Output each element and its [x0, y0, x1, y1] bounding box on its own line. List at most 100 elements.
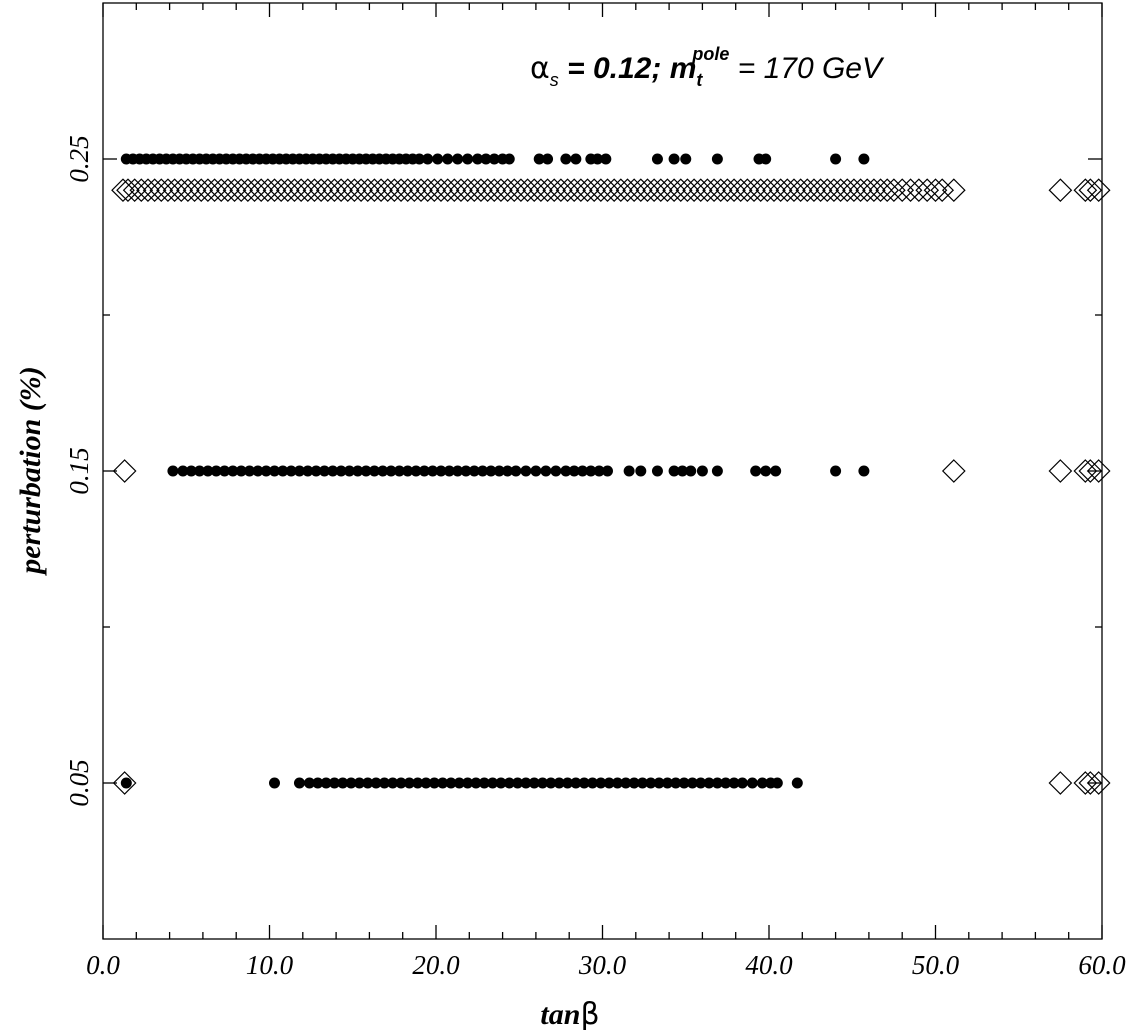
diamond-point [309, 178, 333, 203]
circle-point [760, 153, 772, 165]
diamond-point [628, 178, 653, 203]
diamond-point [562, 178, 587, 203]
circle-point [445, 777, 457, 789]
diamond-point [588, 178, 613, 203]
circle-point [452, 153, 464, 165]
x-tick-label: 0.0 [86, 950, 120, 980]
y-tick-label: 0.25 [64, 135, 94, 182]
circle-point [462, 153, 474, 165]
diamond-point [112, 771, 137, 795]
circle-point [728, 777, 740, 789]
mt-subscript: t [696, 70, 703, 90]
diamond-point [349, 178, 373, 203]
diamond-point [875, 178, 900, 203]
circle-point [385, 465, 397, 477]
circle-point [560, 465, 572, 477]
circle-point [395, 777, 407, 789]
circle-point [858, 153, 870, 165]
circle-point [472, 153, 484, 165]
axis-ticks [102, 3, 1103, 939]
circle-point [570, 777, 582, 789]
diamond-point [329, 178, 353, 203]
circle-point [668, 153, 680, 165]
diamond-point [136, 178, 160, 203]
diamond-point [222, 178, 247, 203]
diamond-point [930, 178, 955, 203]
diamond-point [409, 178, 433, 203]
circle-point [312, 777, 324, 789]
circle-point [412, 777, 424, 789]
mt-symbol: m [670, 52, 697, 85]
diamond-point [515, 178, 540, 203]
diamond-point [389, 178, 413, 203]
diamond-point [429, 178, 453, 203]
diamond-point [111, 178, 135, 203]
diamond-point [668, 178, 693, 203]
circle-point [771, 777, 783, 789]
circle-point [577, 465, 589, 477]
diamond-point [375, 178, 400, 203]
circle-point [670, 777, 682, 789]
y-tick-label: 0.05 [64, 759, 94, 806]
diamond-point [582, 178, 607, 203]
circle-point [676, 465, 688, 477]
circle-point [830, 153, 842, 165]
circle-point [600, 153, 612, 165]
circle-point [503, 153, 515, 165]
diamond-point [289, 178, 313, 203]
diamond-point [595, 178, 620, 203]
circle-point [268, 465, 280, 477]
diamond-point [495, 178, 520, 203]
circle-point [503, 777, 515, 789]
circle-point [711, 777, 723, 789]
diamond-point [162, 178, 187, 203]
circle-point [387, 777, 399, 789]
circle-point [636, 777, 648, 789]
diamond-point [475, 178, 500, 203]
circle-point [542, 153, 554, 165]
circle-point [550, 465, 562, 477]
circle-point [437, 777, 449, 789]
circle-point [177, 465, 189, 477]
x-tick-label: 30.0 [578, 950, 627, 980]
diamond-point [302, 178, 327, 203]
circle-point [368, 465, 380, 477]
circle-point [696, 465, 708, 477]
circle-point [422, 153, 434, 165]
diamond-point [242, 178, 267, 203]
mt-superscript: pole [691, 44, 729, 64]
circle-point [562, 777, 574, 789]
circle-point [318, 465, 330, 477]
circle-point [478, 777, 490, 789]
diamond-point [1086, 771, 1111, 795]
circle-point [443, 465, 455, 477]
diamond-point [635, 178, 660, 203]
diamond-point [395, 178, 420, 203]
circle-point [568, 465, 580, 477]
diamond-point [941, 459, 966, 483]
diamond-point [835, 178, 860, 203]
circle-point [335, 465, 347, 477]
circle-point [285, 465, 297, 477]
circle-point [370, 777, 382, 789]
circle-point [485, 465, 497, 477]
diamond-point [822, 178, 846, 203]
y-axis-title: perturbation (%) [14, 366, 47, 577]
circle-point [678, 777, 690, 789]
x-axis-label: tan [540, 998, 580, 1030]
diamond-point [342, 178, 367, 203]
diamond-point [662, 178, 686, 203]
diamond-point [828, 178, 853, 203]
diamond-point [189, 178, 214, 203]
diamond-point [149, 178, 174, 203]
circle-point [651, 465, 663, 477]
diamond-point [555, 178, 580, 203]
diamond-point [255, 178, 280, 203]
diamond-point [802, 178, 826, 203]
circle-point [345, 777, 357, 789]
diamond-point [775, 178, 800, 203]
circle-point [830, 465, 842, 477]
diamond-point [489, 178, 513, 203]
diamond-point [542, 178, 567, 203]
y-tick-label: 0.15 [64, 447, 94, 494]
